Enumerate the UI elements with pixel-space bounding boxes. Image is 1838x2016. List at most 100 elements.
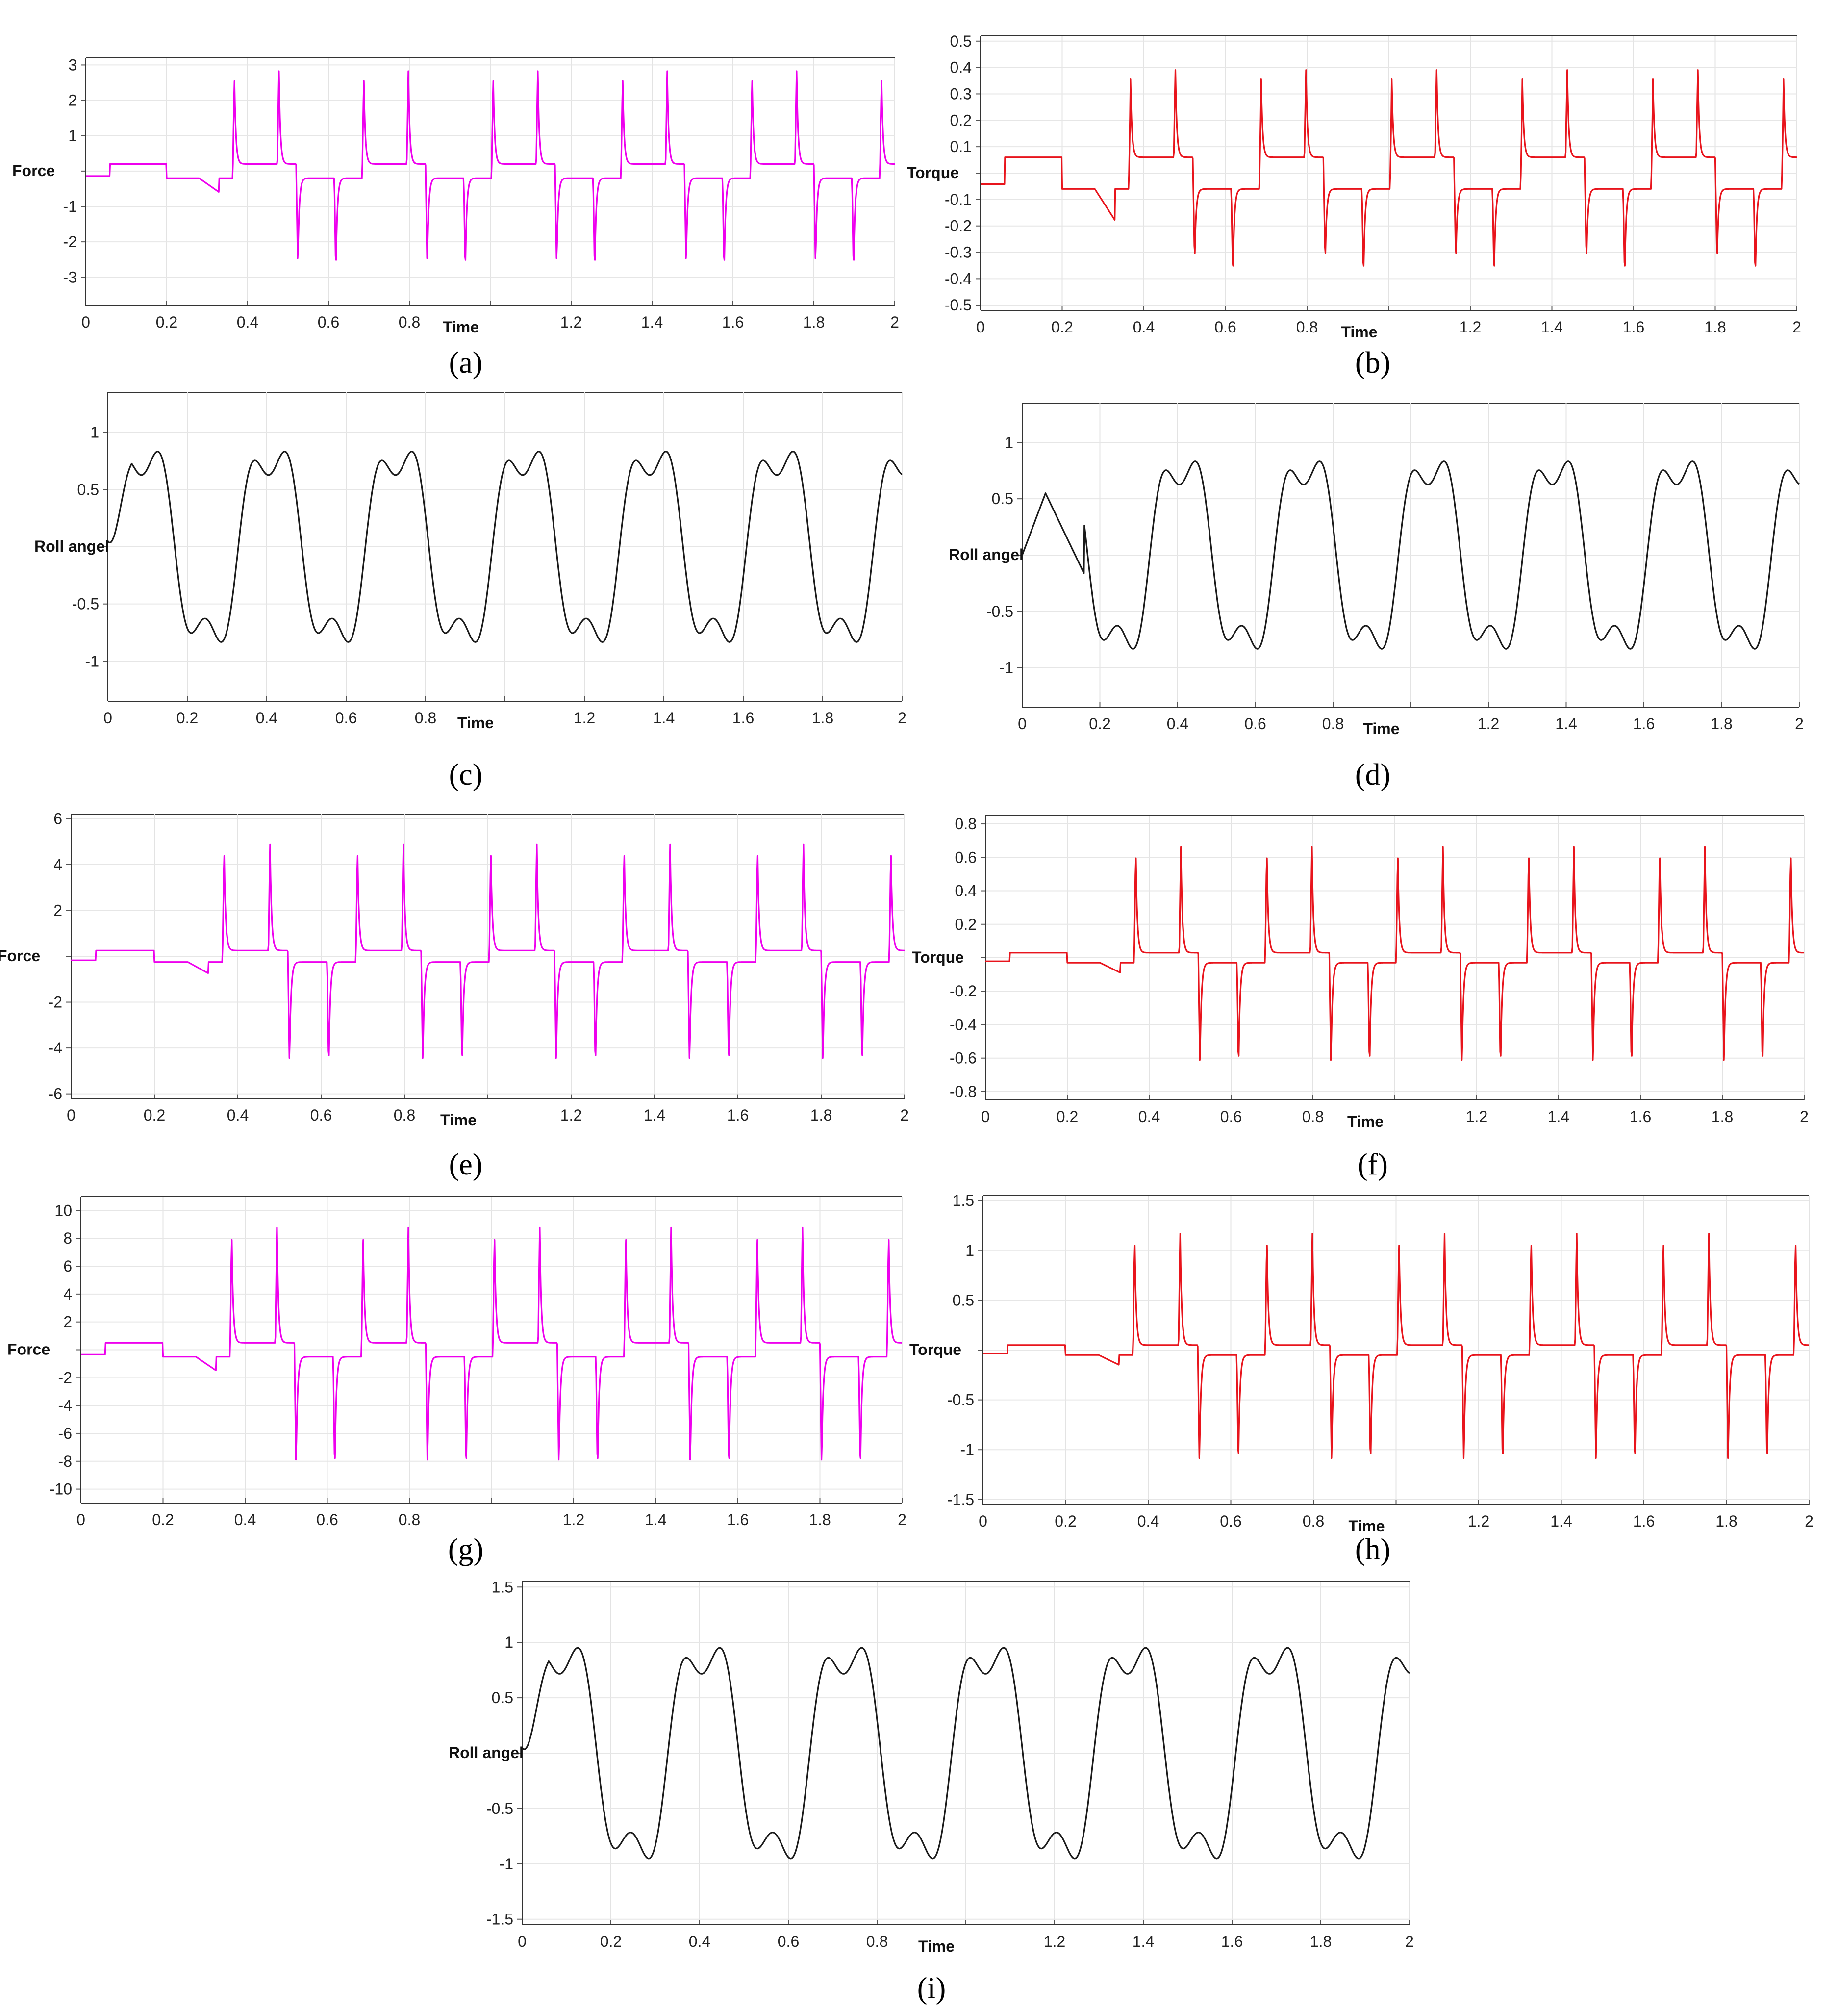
x-tick-label: 1.4 <box>653 709 675 727</box>
x-tick-label: 1.2 <box>1044 1933 1065 1950</box>
y-tick-label: 1 <box>90 424 99 441</box>
x-tick-label: 0.8 <box>415 709 436 727</box>
y-tick-label: 0.2 <box>955 916 977 933</box>
x-tick-label: 0.6 <box>1244 715 1266 733</box>
x-tick-label: 0.4 <box>1167 715 1188 733</box>
x-tick-label: 1.2 <box>1468 1512 1489 1530</box>
y-axis-label: Roll angel <box>949 546 1024 563</box>
x-tick-label: 0.2 <box>152 1511 174 1529</box>
y-tick-label: -6 <box>58 1425 72 1442</box>
x-axis-label: Time <box>1348 1517 1385 1535</box>
x-tick-label: 1.2 <box>1478 715 1499 733</box>
y-tick-label: 2 <box>63 1313 72 1331</box>
y-tick-label: -0.5 <box>947 1391 974 1409</box>
x-tick-label: 1.2 <box>560 313 582 331</box>
y-tick-label: 0.8 <box>955 815 977 833</box>
x-tick-label: 0.8 <box>1322 715 1344 733</box>
x-tick-label: 0.8 <box>394 1106 415 1124</box>
x-tick-label: 1.2 <box>560 1106 582 1124</box>
y-tick-label: 0.2 <box>950 111 972 129</box>
x-tick-label: 1.4 <box>645 1511 666 1529</box>
y-tick-label: -8 <box>58 1453 72 1470</box>
y-tick-label: 0.5 <box>953 1291 974 1309</box>
x-tick-label: 1.6 <box>1630 1108 1651 1125</box>
chart-panel-a: 0 0.2 0.4 0.6 0.8 1.2 1.4 1.6 1.8 2 3 2 1 -1 -2 -3 Force… <box>12 56 899 380</box>
x-tick-label: 0.4 <box>1133 318 1155 336</box>
series-line-torque <box>980 69 1797 267</box>
panel-caption: (b) <box>1355 346 1390 380</box>
series-line-torque <box>985 846 1805 1061</box>
x-tick-label: 0.6 <box>318 313 339 331</box>
x-tick-label: 1.8 <box>1711 715 1732 733</box>
x-tick-label: 0.6 <box>335 709 357 727</box>
y-tick-label: -2 <box>63 233 77 251</box>
x-tick-label: 0.6 <box>1214 318 1236 336</box>
y-tick-label: 1 <box>965 1242 974 1259</box>
series-line-roll <box>521 1647 1410 1860</box>
y-tick-label: -1.5 <box>947 1491 974 1508</box>
y-tick-label: 3 <box>68 56 77 74</box>
x-tick-label: 0.8 <box>1303 1512 1324 1530</box>
x-axis-label: Time <box>1347 1113 1384 1130</box>
x-tick-label: 0.4 <box>256 709 277 727</box>
x-tick-label: 1.8 <box>812 709 833 727</box>
y-tick-label: -4 <box>58 1397 72 1414</box>
x-tick-label: 0.2 <box>600 1933 622 1950</box>
chart-panel-d: 0 0.2 0.4 0.6 0.8 1.2 1.4 1.6 1.8 2 1 0.5 -0.5 -1 Roll… <box>949 403 1804 791</box>
x-tick-label: 0.2 <box>156 313 177 331</box>
x-tick-label: 2 <box>1405 1933 1414 1950</box>
y-tick-label: 0.5 <box>77 481 99 498</box>
x-tick-label: 0.4 <box>237 313 258 331</box>
y-tick-label: -0.6 <box>950 1049 977 1067</box>
y-axis-label: Torque <box>909 1341 961 1358</box>
y-tick-label: 0.3 <box>950 85 972 102</box>
y-tick-label: -0.5 <box>72 595 99 613</box>
y-tick-label: -0.4 <box>950 1016 977 1033</box>
y-tick-label: -0.4 <box>945 270 972 287</box>
x-tick-label: 1.8 <box>1704 318 1726 336</box>
chart-panel-f: 0 0.2 0.4 0.6 0.8 1.2 1.4 1.6 1.8 2 0.8 0.6 0.4 0.2 -0… <box>912 815 1809 1181</box>
y-tick-label: 1 <box>68 127 77 145</box>
series-line-force <box>80 1226 903 1461</box>
x-tick-label: 0.2 <box>144 1106 165 1124</box>
panel-caption: (d) <box>1355 758 1390 791</box>
x-tick-label: 0.4 <box>227 1106 249 1124</box>
x-tick-label: 0.2 <box>1089 715 1110 733</box>
y-tick-label: 0.5 <box>992 490 1013 508</box>
y-tick-label: 0.4 <box>950 59 972 77</box>
y-tick-label: 4 <box>53 856 62 873</box>
y-tick-label: 2 <box>68 92 77 109</box>
x-tick-label: 1.6 <box>727 1106 749 1124</box>
y-tick-label: 4 <box>63 1285 72 1303</box>
y-axis-label: Roll angel <box>449 1744 524 1761</box>
panel-caption: (e) <box>449 1148 483 1181</box>
x-tick-label: 1.6 <box>1221 1933 1243 1950</box>
y-tick-label: 1 <box>504 1633 513 1651</box>
y-tick-label: -4 <box>49 1039 62 1057</box>
x-tick-label: 1.6 <box>1633 715 1655 733</box>
series-line-force <box>71 843 905 1059</box>
y-tick-label: -1 <box>63 198 77 215</box>
x-tick-label: 1.4 <box>1550 1512 1572 1530</box>
y-tick-label: 6 <box>53 810 62 827</box>
x-tick-label: 1.8 <box>803 313 825 331</box>
x-tick-label: 1.6 <box>722 313 744 331</box>
panel-caption: (g) <box>448 1533 483 1566</box>
chart-panel-c: 0 0.2 0.4 0.6 0.8 1.2 1.4 1.6 1.8 2 1 0.5 -0.5 -1 Roll… <box>34 392 906 791</box>
y-tick-label: 1 <box>1005 434 1013 451</box>
x-tick-label: 0.4 <box>689 1933 710 1950</box>
chart-panel-b: 0 0.2 0.4 0.6 0.8 1.2 1.4 1.6 1.8 2 0.5 0.4 0.3 0.2 0.… <box>907 32 1801 380</box>
panel-caption: (c) <box>449 758 483 791</box>
x-tick-label: 1.2 <box>1460 318 1481 336</box>
x-tick-label: 1.8 <box>810 1106 832 1124</box>
chart-panel-g: 0 0.2 0.4 0.6 0.8 1.2 1.4 1.6 1.8 2 10 8 6 4 2 -2 -4 -6 -8… <box>7 1196 906 1566</box>
x-tick-label: 1.6 <box>727 1511 749 1529</box>
x-tick-label: 0.2 <box>1055 1512 1076 1530</box>
x-tick-label: 1.6 <box>732 709 754 727</box>
x-tick-label: 0.2 <box>176 709 198 727</box>
y-tick-label: -0.2 <box>950 982 977 1000</box>
y-tick-label: 0.5 <box>492 1689 513 1707</box>
y-tick-label: -0.5 <box>945 296 972 314</box>
x-tick-label: 0 <box>979 1512 987 1530</box>
y-axis-label: Roll angel <box>34 537 109 555</box>
